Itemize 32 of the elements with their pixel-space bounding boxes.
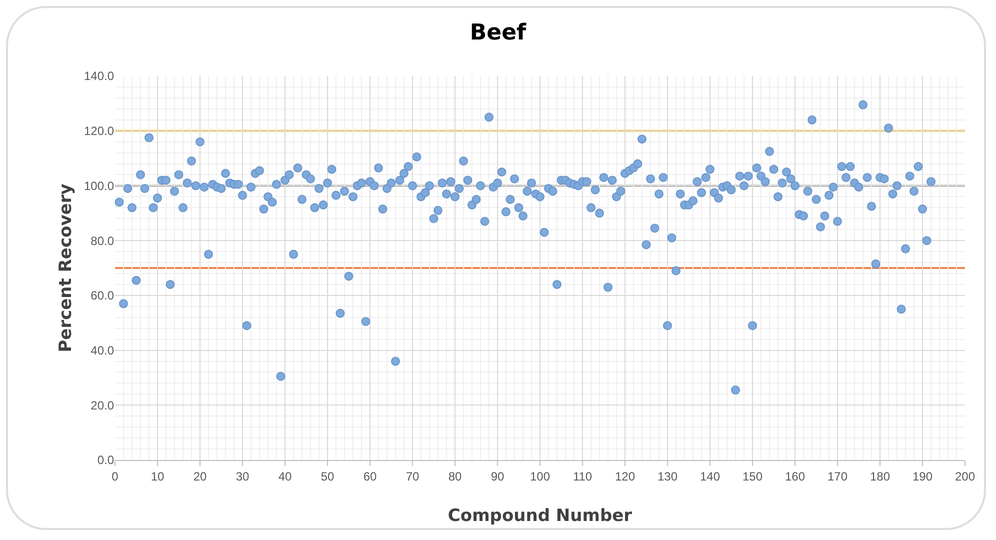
y-tick-label: 60.0 <box>90 288 114 303</box>
x-tick-label: 70 <box>406 469 420 484</box>
x-tick-label: 40 <box>278 469 292 484</box>
x-tick-label: 190 <box>912 469 933 484</box>
y-tick-label: 80.0 <box>90 234 114 248</box>
x-tick-label: 200 <box>954 469 976 484</box>
x-tick-label: 90 <box>490 469 504 484</box>
chart-title: Beef <box>470 20 527 46</box>
y-tick-label: 20.0 <box>90 398 114 412</box>
y-tick-label: 0.0 <box>97 453 114 468</box>
x-tick-label: 140 <box>700 469 720 484</box>
x-axis-title: Compound Number <box>448 506 633 526</box>
x-tick-label: 180 <box>870 469 890 484</box>
x-tick-label: 160 <box>784 469 806 484</box>
y-tick-label: 40.0 <box>90 343 114 358</box>
x-tick-label: 100 <box>530 469 550 484</box>
x-tick-label: 80 <box>448 469 462 484</box>
x-tick-label: 120 <box>614 469 636 484</box>
y-axis-title: Percent Recovery <box>56 184 76 352</box>
y-tick-label: 140.0 <box>84 69 114 84</box>
x-tick-label: 30 <box>236 469 250 484</box>
x-tick-label: 150 <box>742 469 763 484</box>
x-tick-label: 50 <box>320 469 334 484</box>
x-tick-label: 110 <box>572 469 592 484</box>
x-tick-label: 130 <box>657 469 678 484</box>
y-tick-label: 100.0 <box>84 178 114 193</box>
y-tick-label: 120.0 <box>84 124 114 138</box>
x-tick-label: 0 <box>112 469 119 484</box>
x-tick-label: 20 <box>193 469 207 484</box>
x-tick-label: 60 <box>363 469 377 484</box>
x-tick-label: 170 <box>827 469 848 484</box>
x-tick-label: 10 <box>150 469 164 484</box>
